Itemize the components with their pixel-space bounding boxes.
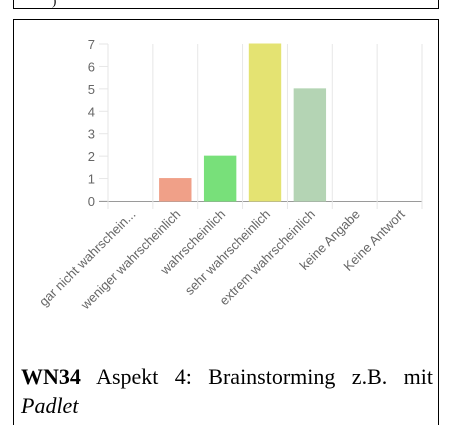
clipped-text-fragment: ) <box>52 0 57 8</box>
y-tick-label: 6 <box>88 59 95 74</box>
y-tick-label: 7 <box>88 37 95 52</box>
y-tick-label: 4 <box>88 104 95 119</box>
y-tick-label: 2 <box>88 149 95 164</box>
bars <box>159 43 327 202</box>
y-tick-label: 1 <box>88 172 95 187</box>
caption-text: Aspekt 4: Brainstorming z.B. mit <box>96 364 433 389</box>
bar <box>293 88 327 202</box>
bar <box>203 155 237 202</box>
bar <box>159 178 192 202</box>
y-tick-label: 3 <box>88 127 95 142</box>
y-tick-label: 5 <box>88 82 95 97</box>
x-axis-tick-labels: gar nicht wahrschein...weniger wahrschei… <box>36 206 408 313</box>
caption-tool: Padlet <box>21 393 79 418</box>
x-tick-label: sehr wahrscheinlich <box>182 207 273 298</box>
caption-id: WN34 <box>21 364 81 389</box>
gridlines <box>99 43 423 209</box>
y-axis-tick-labels: 0 1 2 3 4 5 6 7 <box>88 37 95 209</box>
chart-panel <box>13 19 439 425</box>
previous-section-frame: ) <box>13 0 439 9</box>
figure-caption: WN34 Aspekt 4: Brainstorming z.B. mit Pa… <box>21 362 433 420</box>
bar <box>248 43 282 202</box>
bar-chart: 0 1 2 3 4 5 6 7 gar nicht wahrschein...weniger … <box>36 37 423 313</box>
y-tick-label: 0 <box>88 194 95 209</box>
